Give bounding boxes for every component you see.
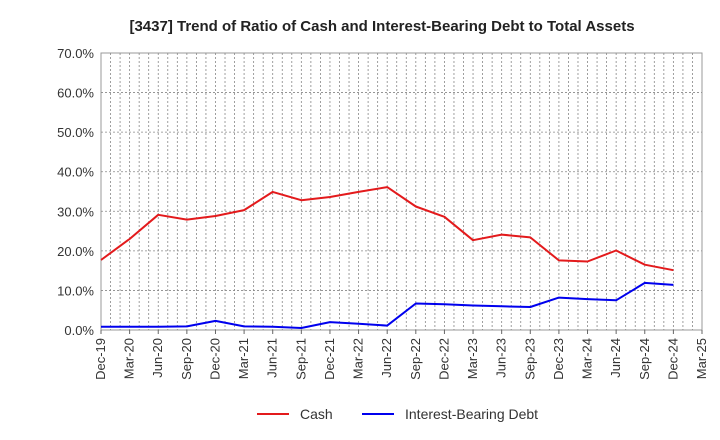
x-axis: Dec-19 Mar-20 Jun-20 Sep-20 Dec-20 Mar-21 Jun-…	[93, 330, 709, 380]
x-tick-label: Sep-24	[637, 338, 652, 380]
series-line-cash	[100, 186, 674, 272]
x-tick-label: Dec-22	[436, 338, 451, 380]
x-tick-label: Sep-22	[408, 338, 423, 380]
y-axis: 0.0% 10.0% 20.0% 30.0% 40.0% 50.0% 60.0% 70.0%	[57, 46, 94, 338]
x-tick-label: Mar-24	[580, 338, 595, 379]
legend-label-cash: Cash	[300, 406, 333, 422]
x-tick-label: Jun-23	[494, 338, 509, 378]
gridlines	[101, 53, 702, 330]
y-tick-label: 10.0%	[57, 283, 94, 298]
x-tick-label: Mar-25	[694, 338, 709, 379]
x-tick-label: Mar-21	[236, 338, 251, 379]
y-tick-label: 30.0%	[57, 204, 94, 219]
x-tick-label: Jun-20	[150, 338, 165, 378]
x-tick-label: Sep-21	[293, 338, 308, 380]
x-tick-label: Sep-23	[522, 338, 537, 380]
x-tick-label: Dec-21	[322, 338, 337, 380]
x-tick-label: Jun-22	[379, 338, 394, 378]
x-tick-label: Dec-19	[93, 338, 108, 380]
legend-label-interest-bearing-debt: Interest-Bearing Debt	[405, 406, 538, 422]
y-tick-label: 70.0%	[57, 46, 94, 61]
y-tick-label: 40.0%	[57, 165, 94, 180]
x-tick-label: Jun-24	[608, 338, 623, 378]
y-tick-label: 0.0%	[64, 323, 94, 338]
series-line-interest-bearing-debt	[101, 281, 674, 329]
y-tick-label: 50.0%	[57, 125, 94, 140]
plot-area	[100, 52, 703, 331]
x-tick-label: Mar-22	[351, 338, 366, 379]
chart-title: [3437] Trend of Ratio of Cash and Intere…	[129, 18, 634, 35]
series-lines	[100, 186, 674, 329]
x-tick-label: Dec-20	[207, 338, 222, 380]
x-tick-label: Dec-23	[551, 338, 566, 380]
x-tick-label: Dec-24	[665, 338, 680, 380]
y-tick-label: 20.0%	[57, 244, 94, 259]
x-tick-label: Mar-23	[465, 338, 480, 379]
x-tick-label: Mar-20	[122, 338, 137, 379]
legend: Cash Interest-Bearing Debt	[257, 406, 538, 422]
x-tick-label: Sep-20	[179, 338, 194, 380]
y-tick-label: 60.0%	[57, 86, 94, 101]
x-tick-label: Jun-21	[265, 338, 280, 378]
